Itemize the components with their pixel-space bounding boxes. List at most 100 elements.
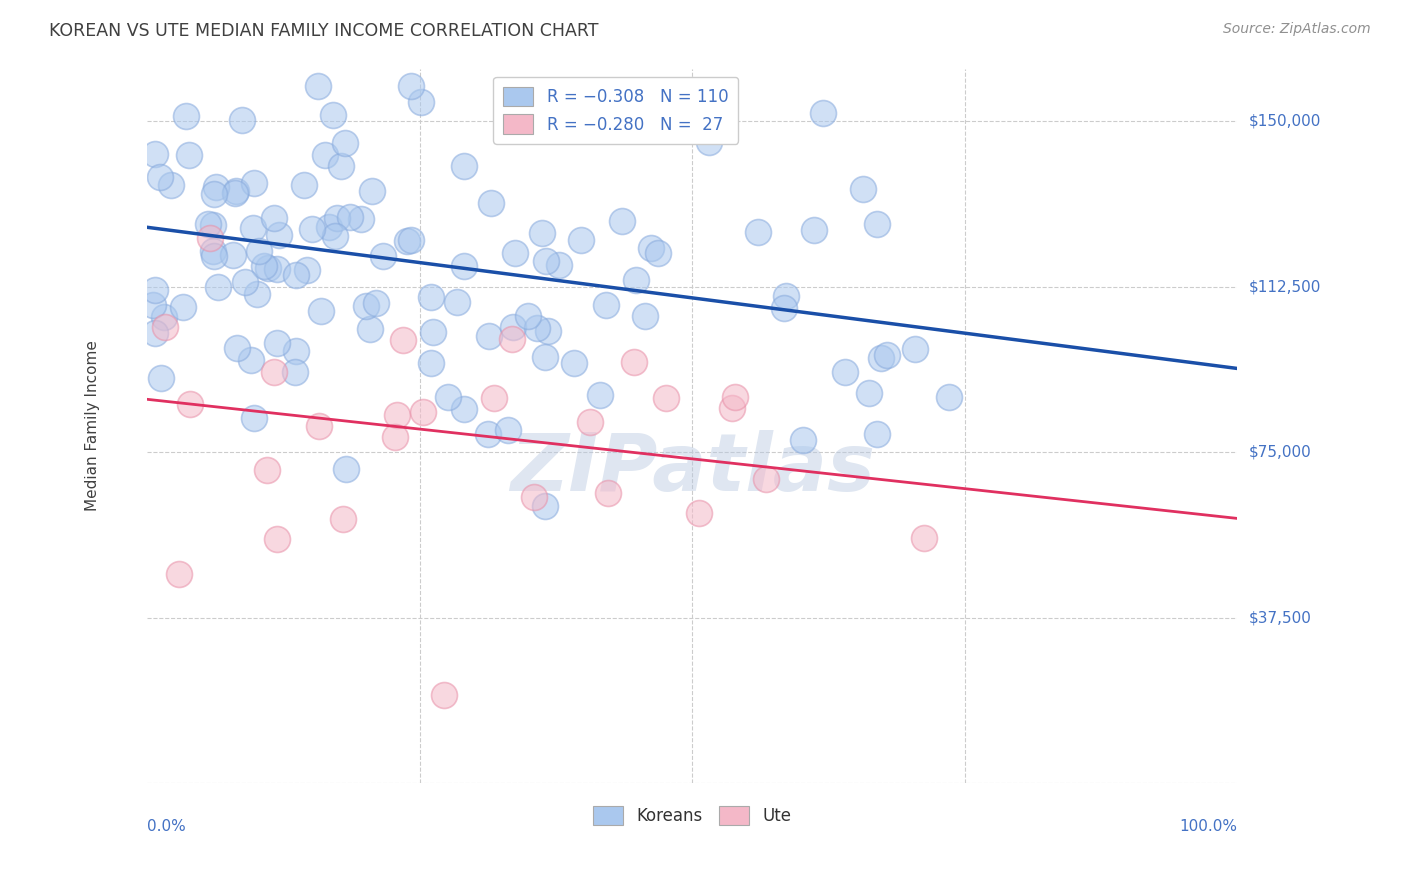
Point: [596, 486, 619, 500]
Point: [242, 177, 264, 191]
Point: [285, 268, 308, 282]
Point: [723, 390, 745, 404]
Point: [256, 261, 278, 276]
Point: [634, 309, 657, 323]
Point: [904, 343, 927, 357]
Point: [245, 286, 267, 301]
Point: [516, 309, 538, 323]
Point: [526, 320, 548, 334]
Point: [505, 246, 527, 260]
Point: [453, 259, 475, 273]
Point: [167, 567, 190, 582]
Point: [453, 402, 475, 417]
Text: ZIPatlas: ZIPatlas: [510, 430, 875, 508]
Point: [373, 249, 395, 263]
Point: [205, 180, 228, 194]
Point: [143, 326, 166, 340]
Point: [224, 186, 246, 200]
Point: [263, 365, 285, 379]
Point: [149, 170, 172, 185]
Point: [235, 275, 257, 289]
Text: 100.0%: 100.0%: [1180, 819, 1237, 834]
Point: [335, 462, 357, 476]
Point: [297, 263, 319, 277]
Point: [437, 390, 460, 404]
Point: [242, 220, 264, 235]
Point: [502, 320, 524, 334]
Point: [912, 531, 935, 545]
Point: [866, 426, 889, 441]
Point: [197, 217, 219, 231]
Point: [359, 321, 381, 335]
Point: [269, 227, 291, 242]
Point: [747, 225, 769, 239]
Point: [640, 241, 662, 255]
Point: [876, 348, 898, 362]
Point: [433, 688, 456, 702]
Point: [453, 159, 475, 173]
Point: [686, 92, 709, 106]
Point: [325, 211, 347, 226]
Point: [330, 159, 353, 173]
Point: [775, 289, 797, 303]
Point: [354, 299, 377, 313]
Point: [202, 244, 225, 258]
Point: [198, 231, 221, 245]
Point: [569, 233, 592, 247]
Point: [419, 355, 441, 369]
Point: [562, 356, 585, 370]
Point: [938, 390, 960, 404]
Point: [155, 319, 177, 334]
Point: [153, 310, 176, 324]
Point: [834, 365, 856, 379]
Point: [266, 335, 288, 350]
Point: [284, 365, 307, 379]
Point: [655, 391, 678, 405]
Point: [578, 415, 600, 429]
Text: Source: ZipAtlas.com: Source: ZipAtlas.com: [1223, 22, 1371, 37]
Point: [179, 397, 201, 411]
Point: [266, 533, 288, 547]
Point: [412, 405, 434, 419]
Point: [366, 295, 388, 310]
Text: $112,500: $112,500: [1249, 279, 1320, 294]
Point: [792, 433, 814, 447]
Text: 0.0%: 0.0%: [148, 819, 186, 834]
Point: [803, 223, 825, 237]
Point: [624, 273, 647, 287]
Point: [143, 147, 166, 161]
Point: [534, 350, 557, 364]
Point: [610, 214, 633, 228]
Point: [721, 401, 744, 415]
Point: [150, 371, 173, 385]
Text: $75,000: $75,000: [1249, 445, 1310, 459]
Point: [422, 325, 444, 339]
Point: [222, 248, 245, 262]
Legend: Koreans, Ute: Koreans, Ute: [586, 799, 799, 832]
Point: [479, 196, 502, 211]
Point: [160, 178, 183, 192]
Point: [266, 261, 288, 276]
Point: [202, 218, 225, 232]
Point: [225, 341, 247, 355]
Point: [537, 324, 560, 338]
Point: [284, 343, 307, 358]
Point: [534, 254, 557, 268]
Point: [318, 219, 340, 234]
Point: [399, 79, 422, 94]
Point: [263, 211, 285, 225]
Text: $150,000: $150,000: [1249, 114, 1320, 129]
Point: [172, 300, 194, 314]
Point: [589, 388, 612, 402]
Point: [548, 258, 571, 272]
Point: [322, 108, 344, 122]
Point: [501, 333, 523, 347]
Point: [349, 211, 371, 226]
Point: [755, 472, 778, 486]
Point: [333, 136, 356, 150]
Point: [301, 222, 323, 236]
Point: [420, 290, 443, 304]
Point: [225, 184, 247, 198]
Point: [231, 113, 253, 128]
Point: [496, 423, 519, 437]
